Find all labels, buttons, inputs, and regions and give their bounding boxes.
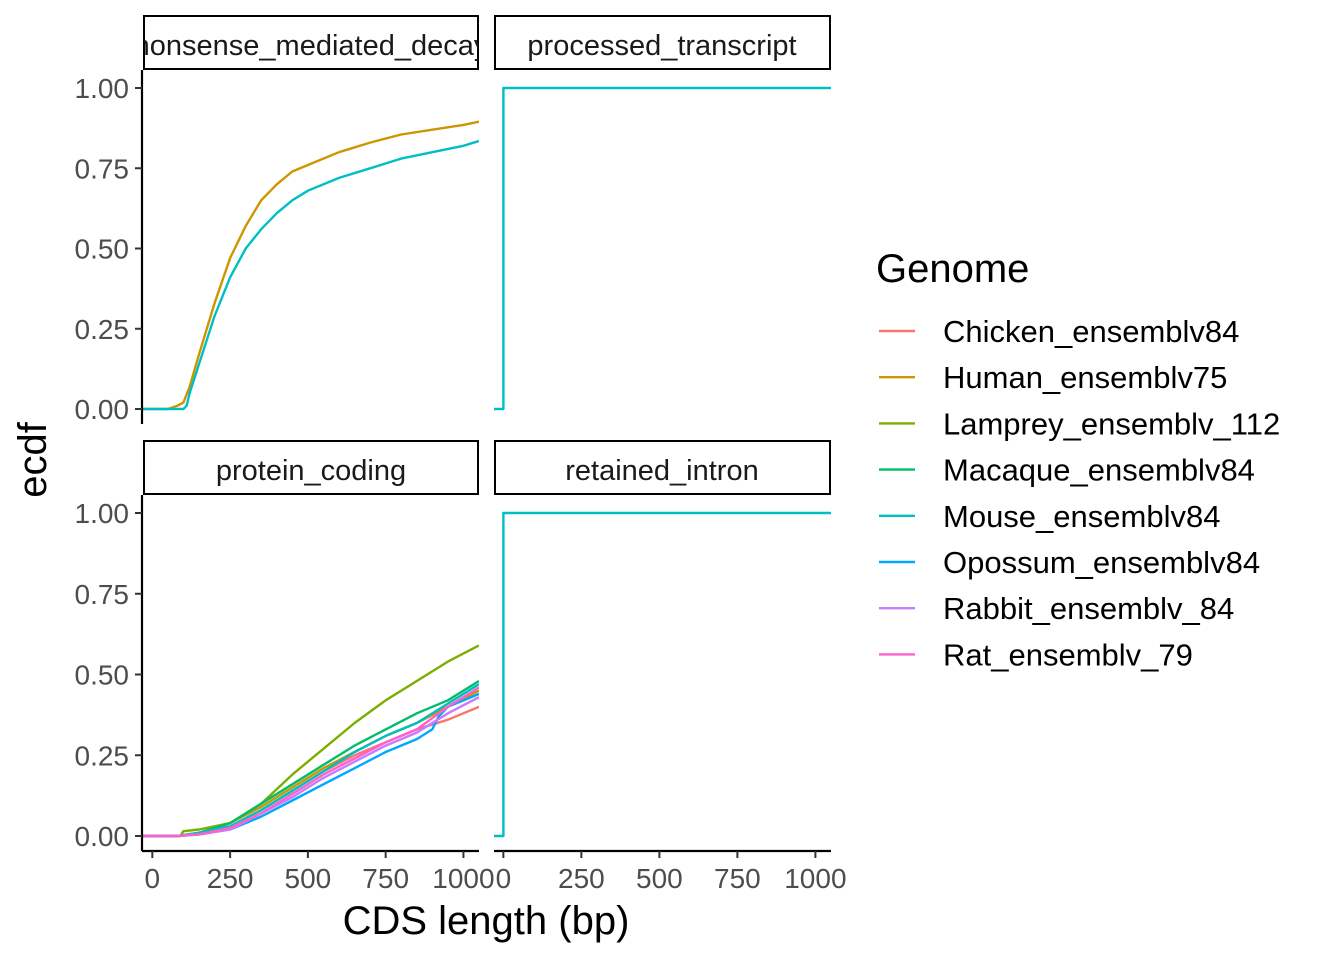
y-tick-label: 0.50: [75, 234, 130, 265]
legend-entry: Macaque_ensemblv84: [879, 453, 1255, 488]
legend-entry: Rat_ensemblv_79: [879, 637, 1193, 672]
series-line: [143, 686, 479, 838]
x-axis-title: CDS length (bp): [343, 899, 630, 943]
legend: Genome Chicken_ensemblv84 Human_ensemblv7…: [876, 247, 1280, 672]
y-tick-label: 0.25: [75, 314, 130, 345]
facet-strip-processed-transcript: processed_transcript: [494, 15, 831, 70]
y-tick-label: 1.00: [75, 73, 130, 104]
series-line: [494, 86, 831, 411]
y-tick-label: 0.75: [75, 153, 130, 184]
legend-label: Macaque_ensemblv84: [943, 453, 1255, 488]
x-axis-ticks-right: 0 250 500 750 1000: [496, 851, 847, 894]
panel-retained-intron: [494, 511, 831, 838]
x-tick-label: 250: [207, 863, 254, 894]
x-tick-label: 500: [285, 863, 332, 894]
legend-label: Opossum_ensemblv84: [943, 545, 1260, 580]
legend-entries: Chicken_ensemblv84 Human_ensemblv75 Lampre…: [879, 314, 1280, 672]
strip-label: protein_coding: [216, 455, 406, 487]
strip-label: nonsense_mediated_decay: [134, 30, 489, 62]
legend-label: Mouse_ensemblv84: [943, 499, 1220, 534]
x-tick-label: 0: [145, 863, 161, 894]
legend-entry: Mouse_ensemblv84: [879, 499, 1220, 534]
legend-label: Rabbit_ensemblv_84: [943, 591, 1234, 626]
legend-entry: Lamprey_ensemblv_112: [879, 406, 1280, 441]
axis-lines: [140, 70, 831, 853]
x-tick-label: 500: [636, 863, 683, 894]
strip-label: retained_intron: [565, 455, 758, 487]
panel-processed-transcript: [494, 86, 831, 411]
legend-entry: Rabbit_ensemblv_84: [879, 591, 1234, 626]
series-line: [494, 511, 831, 838]
series-line: [143, 644, 479, 838]
series-line: [143, 683, 479, 838]
legend-label: Lamprey_ensemblv_112: [943, 406, 1280, 441]
x-tick-label: 750: [362, 863, 409, 894]
y-tick-label: 1.00: [75, 498, 130, 529]
panel-protein-coding: [143, 644, 479, 838]
y-axis-title: ecdf: [11, 421, 55, 497]
legend-label: Human_ensemblv75: [943, 360, 1227, 395]
series-line: [143, 689, 479, 838]
legend-entry: Human_ensemblv75: [879, 360, 1227, 395]
legend-title: Genome: [876, 247, 1029, 291]
facet-strip-protein-coding: protein_coding: [143, 440, 479, 495]
legend-label: Chicken_ensemblv84: [943, 314, 1239, 349]
x-tick-label: 0: [496, 863, 512, 894]
series-line: [143, 139, 479, 411]
x-tick-label: 1000: [432, 863, 494, 894]
y-axis-ticks-top: 0.00 0.25 0.50 0.75 1.00: [75, 73, 142, 425]
x-tick-label: 250: [558, 863, 605, 894]
x-tick-label: 1000: [784, 863, 846, 894]
series-line: [143, 120, 479, 411]
facet-strip-retained-intron: retained_intron: [494, 440, 831, 495]
x-axis-ticks-left: 0 250 500 750 1000: [145, 851, 495, 894]
y-tick-label: 0.00: [75, 394, 130, 425]
panel-nonsense-mediated-decay: [143, 120, 479, 411]
y-tick-label: 0.75: [75, 579, 130, 610]
legend-label: Rat_ensemblv_79: [943, 637, 1193, 672]
legend-entry: Opossum_ensemblv84: [879, 545, 1260, 580]
y-tick-label: 0.50: [75, 660, 130, 691]
y-axis-ticks-bottom: 0.00 0.25 0.50 0.75 1.00: [75, 498, 142, 852]
legend-entry: Chicken_ensemblv84: [879, 314, 1239, 349]
y-tick-label: 0.00: [75, 821, 130, 852]
strip-label: processed_transcript: [527, 30, 796, 62]
y-tick-label: 0.25: [75, 740, 130, 771]
x-tick-label: 750: [714, 863, 761, 894]
facet-strip-nonsense-mediated-decay: nonsense_mediated_decay: [134, 15, 489, 70]
